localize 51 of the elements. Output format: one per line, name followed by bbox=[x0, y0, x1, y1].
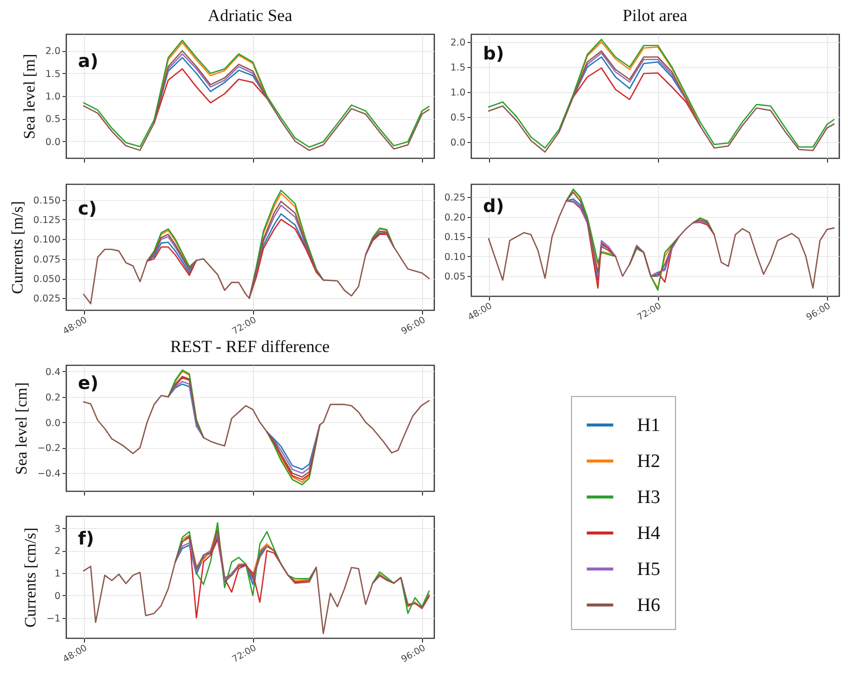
y-tick-label: 0.25 bbox=[444, 192, 466, 204]
y-tick-label: −1 bbox=[46, 613, 60, 624]
y-tick-label: 0.15 bbox=[444, 232, 466, 244]
chart-title: REST - REF difference bbox=[170, 337, 330, 356]
y-tick-label: 2.0 bbox=[450, 38, 466, 48]
y-axis-title: Currents [m/s] bbox=[9, 201, 26, 294]
y-tick-label: 2.0 bbox=[45, 46, 60, 58]
y-tick-label: 0.100 bbox=[33, 234, 60, 246]
y-tick-label: 0.5 bbox=[450, 112, 466, 124]
annotation: a) bbox=[78, 51, 98, 72]
annotation: b) bbox=[483, 44, 504, 64]
y-tick-label: 0.20 bbox=[444, 212, 466, 224]
y-tick-label: 0.125 bbox=[33, 214, 60, 226]
y-tick-label: 0 bbox=[54, 590, 60, 602]
legend-label: H5 bbox=[637, 559, 660, 580]
legend-label: H1 bbox=[637, 415, 660, 436]
y-tick-label: 0.4 bbox=[45, 366, 60, 378]
legend-label: H4 bbox=[637, 523, 661, 544]
y-tick-label: 1.5 bbox=[45, 68, 60, 80]
line-series bbox=[153, 68, 268, 124]
y-axis-title: Sea level [m] bbox=[21, 54, 38, 140]
y-tick-label: 1.0 bbox=[45, 92, 60, 102]
legend-label: H6 bbox=[637, 595, 660, 616]
y-tick-label: 0.075 bbox=[33, 254, 60, 266]
y-tick-label: 1 bbox=[54, 568, 60, 580]
y-axis-title: Currents [cm/s] bbox=[22, 528, 40, 628]
y-tick-label: −0.2 bbox=[37, 443, 60, 454]
y-tick-label: −0.4 bbox=[37, 468, 60, 480]
y-tick-label: 1.5 bbox=[450, 62, 466, 74]
y-tick-label: 0.0 bbox=[45, 418, 60, 429]
chart-title: Adriatic Sea bbox=[208, 6, 293, 25]
annotation: d) bbox=[483, 196, 504, 217]
y-tick-label: 0.0 bbox=[450, 138, 466, 148]
y-tick-label: 3 bbox=[54, 524, 60, 535]
y-tick-label: 0.5 bbox=[45, 114, 60, 126]
y-tick-label: 1.0 bbox=[450, 88, 466, 98]
y-tick-label: 0.050 bbox=[33, 274, 60, 285]
annotation: e) bbox=[78, 373, 98, 394]
legend-label: H2 bbox=[637, 451, 660, 472]
y-tick-label: 0.2 bbox=[45, 392, 60, 404]
chart-title: Pilot area bbox=[622, 6, 688, 25]
y-tick-label: 0.150 bbox=[33, 195, 60, 206]
y-tick-label: 0.10 bbox=[444, 252, 466, 263]
y-tick-label: 0.05 bbox=[444, 272, 466, 283]
y-tick-label: 0.025 bbox=[33, 294, 60, 305]
annotation: c) bbox=[78, 198, 97, 220]
legend-label: H3 bbox=[637, 487, 660, 508]
y-tick-label: 2 bbox=[54, 546, 60, 558]
annotation: f) bbox=[78, 528, 94, 550]
y-tick-label: 0.0 bbox=[45, 136, 60, 148]
y-axis-title: Sea level [cm] bbox=[13, 382, 30, 475]
